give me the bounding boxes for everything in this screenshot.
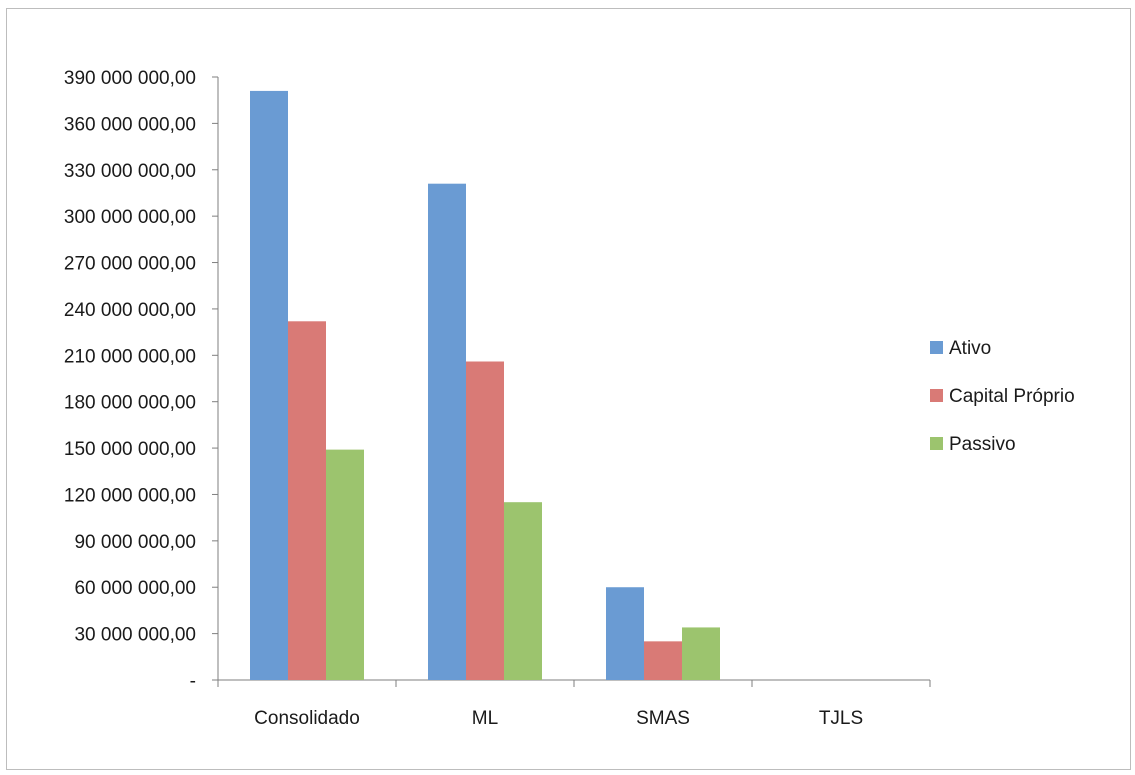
bar-capital-proprio-consolidado — [288, 321, 326, 680]
legend-label: Passivo — [949, 434, 1016, 455]
bar-ativo-ml — [428, 183, 466, 680]
y-tick-label: 270 000 000,00 — [64, 254, 196, 275]
bar-passivo-consolidado — [326, 449, 364, 680]
y-tick-label: 210 000 000,00 — [64, 346, 196, 367]
bars — [250, 90, 720, 680]
y-tick-label: 300 000 000,00 — [64, 207, 196, 228]
chart-frame — [6, 8, 1131, 770]
legend-swatch — [930, 341, 943, 354]
y-tick-label: 90 000 000,00 — [74, 532, 196, 553]
y-tick-label: 180 000 000,00 — [64, 393, 196, 414]
y-tick-label: 390 000 000,00 — [64, 68, 196, 89]
y-tick-label: - — [190, 671, 196, 692]
y-tick-label: 150 000 000,00 — [64, 439, 196, 460]
bar-capital-proprio-smas — [644, 641, 682, 680]
y-tick-label: 240 000 000,00 — [64, 300, 196, 321]
legend: Ativo Capital Próprio Passivo — [930, 338, 1075, 455]
legend-swatch — [930, 437, 943, 450]
x-category-label: SMAS — [636, 708, 690, 729]
x-axis: Consolidado ML SMAS TJLS — [217, 679, 931, 729]
y-tick-label: 30 000 000,00 — [74, 625, 196, 646]
x-category-label: TJLS — [819, 708, 863, 729]
y-tick-label: 120 000 000,00 — [64, 485, 196, 506]
bar-capital-proprio-ml — [466, 361, 504, 680]
y-tick-label: 360 000 000,00 — [64, 114, 196, 135]
legend-label: Capital Próprio — [949, 386, 1075, 407]
legend-swatch — [930, 389, 943, 402]
legend-label: Ativo — [949, 338, 991, 359]
y-tick-label: 60 000 000,00 — [74, 578, 196, 599]
bar-passivo-smas — [682, 627, 720, 680]
bar-passivo-ml — [504, 502, 542, 680]
bar-ativo-smas — [606, 587, 644, 680]
y-axis: - 30 000 000,00 60 000 000,00 90 000 000,00… — [64, 68, 219, 692]
bar-ativo-consolidado — [250, 90, 288, 680]
x-category-label: Consolidado — [254, 708, 360, 729]
x-category-label: ML — [472, 708, 498, 729]
y-tick-label: 330 000 000,00 — [64, 161, 196, 182]
